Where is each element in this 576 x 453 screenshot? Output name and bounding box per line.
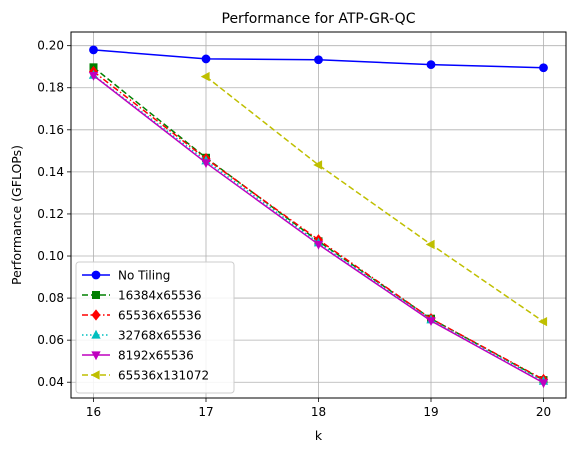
legend-label-65536x131072: 65536x131072	[118, 369, 209, 383]
y-tick-label: 0.10	[37, 249, 64, 263]
data-point-no-tiling	[201, 54, 211, 64]
plot-frame	[70, 31, 567, 399]
x-tick-label: 20	[536, 405, 551, 419]
data-point-no-tiling	[89, 45, 98, 55]
legend-marker-65536x131072	[90, 370, 100, 380]
legend-marker-65536x65536	[91, 309, 101, 321]
y-tick-label: 0.04	[37, 375, 64, 389]
series-line-65536x131072	[205, 76, 544, 323]
data-point-no-tiling	[539, 63, 548, 73]
data-point-8192x65536	[88, 71, 99, 81]
y-tick-label: 0.06	[37, 333, 64, 347]
y-tick-label: 0.20	[37, 39, 64, 53]
legend-box	[75, 261, 235, 394]
series-8192x65536	[88, 71, 549, 389]
chart-title: Performance for ATP-GR-QC	[222, 11, 416, 27]
data-point-8192x65536	[201, 159, 211, 169]
legend-label-65536x65536: 65536x65536	[118, 309, 201, 323]
y-tick-label: 0.18	[37, 81, 64, 95]
x-tick-label: 17	[198, 405, 213, 419]
data-point-65536x131072	[313, 160, 323, 170]
data-point-no-tiling	[426, 60, 436, 70]
data-point-8192x65536	[538, 379, 549, 389]
legend-label-16384x65536: 16384x65536	[118, 289, 201, 303]
data-point-65536x131072	[538, 316, 548, 327]
series-65536x131072	[200, 71, 548, 327]
y-axis-label: Performance (GFLOPs)	[9, 145, 24, 285]
data-point-65536x131072	[200, 71, 210, 82]
x-tick-label: 18	[311, 405, 326, 419]
legend-marker-no-tiling	[91, 270, 101, 280]
legend-marker-8192x65536	[91, 351, 101, 361]
y-tick-label: 0.14	[37, 165, 64, 179]
legend-marker-32768x65536	[91, 329, 101, 339]
axis-ticks: 16 17 18 19 20 0.04 0.06 0.08 0.10 0.12 0.14 0.16 0.…	[37, 39, 551, 419]
x-tick-label: 19	[423, 405, 438, 419]
legend: No Tiling 16384x65536 65536x65536 32768x655…	[75, 261, 235, 394]
series-no-tiling	[89, 45, 548, 73]
y-tick-label: 0.16	[37, 123, 64, 137]
y-tick-label: 0.08	[37, 291, 64, 305]
legend-marker-16384x65536	[92, 290, 101, 299]
series-layer	[88, 45, 549, 389]
legend-label-8192x65536: 8192x65536	[118, 349, 194, 363]
legend-label-no-tiling: No Tiling	[118, 269, 170, 283]
data-point-8192x65536	[313, 240, 324, 250]
data-point-65536x131072	[425, 239, 435, 250]
legend-label-32768x65536: 32768x65536	[118, 329, 201, 343]
data-point-8192x65536	[426, 317, 436, 327]
data-point-no-tiling	[314, 55, 323, 65]
y-tick-label: 0.12	[37, 207, 64, 221]
x-axis-label: k	[315, 428, 323, 443]
x-tick-label: 16	[86, 405, 101, 419]
